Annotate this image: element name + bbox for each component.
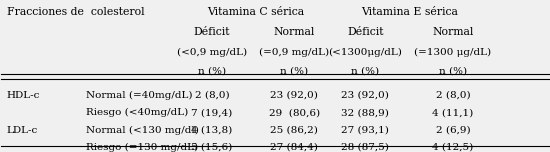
Text: 5 (15,6): 5 (15,6) xyxy=(191,143,233,152)
Text: (<1300μg/dL): (<1300μg/dL) xyxy=(328,47,402,57)
Text: 4 (13,8): 4 (13,8) xyxy=(191,126,233,135)
Text: (=0,9 mg/dL): (=0,9 mg/dL) xyxy=(259,47,329,57)
Text: Fracciones de  colesterol: Fracciones de colesterol xyxy=(7,7,145,17)
Text: 23 (92,0): 23 (92,0) xyxy=(342,91,389,100)
Text: Riesgo (=130 mg/dL): Riesgo (=130 mg/dL) xyxy=(86,143,199,152)
Text: 2 (8,0): 2 (8,0) xyxy=(436,91,470,100)
Text: 2 (8,0): 2 (8,0) xyxy=(195,91,229,100)
Text: 2 (6,9): 2 (6,9) xyxy=(436,126,470,135)
Text: 32 (88,9): 32 (88,9) xyxy=(342,108,389,117)
Text: Vitamina C sérica: Vitamina C sérica xyxy=(207,7,304,17)
Text: Normal (=40mg/dL): Normal (=40mg/dL) xyxy=(86,91,192,100)
Text: Normal: Normal xyxy=(432,27,474,37)
Text: n (%): n (%) xyxy=(198,67,226,76)
Text: Déficit: Déficit xyxy=(194,27,230,37)
Text: 4 (11,1): 4 (11,1) xyxy=(432,108,474,117)
Text: 27 (93,1): 27 (93,1) xyxy=(342,126,389,135)
Text: 25 (86,2): 25 (86,2) xyxy=(270,126,318,135)
Text: Déficit: Déficit xyxy=(347,27,383,37)
Text: 7 (19,4): 7 (19,4) xyxy=(191,108,233,117)
Text: n (%): n (%) xyxy=(439,67,467,76)
Text: 28 (87,5): 28 (87,5) xyxy=(342,143,389,152)
Text: Normal: Normal xyxy=(273,27,315,37)
Text: Vitamina E sérica: Vitamina E sérica xyxy=(361,7,458,17)
Text: n (%): n (%) xyxy=(351,67,379,76)
Text: 29  (80,6): 29 (80,6) xyxy=(268,108,320,117)
Text: Normal (<130 mg/dl): Normal (<130 mg/dl) xyxy=(86,126,199,135)
Text: Riesgo (<40mg/dL): Riesgo (<40mg/dL) xyxy=(86,108,189,117)
Text: 27 (84,4): 27 (84,4) xyxy=(270,143,318,152)
Text: LDL-c: LDL-c xyxy=(7,126,38,135)
Text: 4 (12,5): 4 (12,5) xyxy=(432,143,474,152)
Text: 23 (92,0): 23 (92,0) xyxy=(270,91,318,100)
Text: n (%): n (%) xyxy=(280,67,308,76)
Text: HDL-c: HDL-c xyxy=(7,91,40,100)
Text: (<0,9 mg/dL): (<0,9 mg/dL) xyxy=(177,47,247,57)
Text: (=1300 μg/dL): (=1300 μg/dL) xyxy=(414,47,491,57)
